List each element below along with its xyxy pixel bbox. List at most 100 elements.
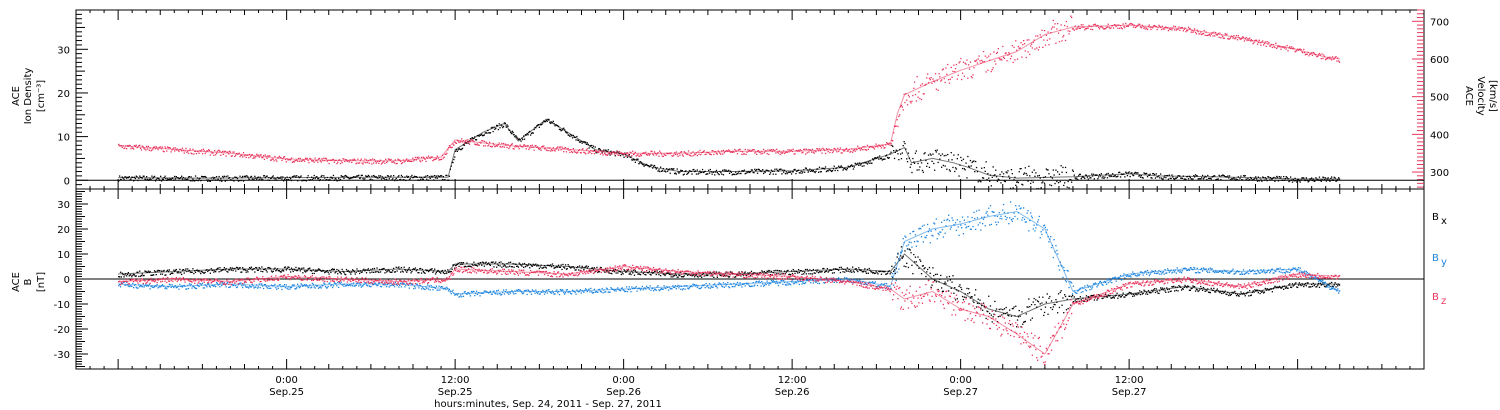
data-point	[563, 127, 565, 129]
data-point	[674, 273, 677, 275]
data-point	[304, 271, 307, 273]
data-point	[478, 144, 480, 146]
data-point	[1321, 283, 1323, 286]
data-point	[162, 178, 164, 180]
data-point	[1305, 177, 1307, 179]
data-point	[365, 159, 368, 161]
data-point	[435, 271, 437, 274]
data-point	[1249, 40, 1252, 42]
data-point	[570, 149, 572, 151]
data-point	[400, 271, 402, 273]
data-point	[131, 276, 133, 278]
data-point	[906, 262, 908, 264]
data-point	[253, 156, 255, 158]
data-point	[168, 283, 170, 285]
data-point	[222, 153, 225, 155]
data-point	[677, 276, 679, 278]
data-point	[1072, 301, 1074, 303]
data-point	[695, 152, 698, 154]
data-point	[1088, 175, 1090, 177]
data-point	[362, 269, 364, 271]
data-point	[194, 270, 196, 272]
data-point	[1300, 49, 1302, 51]
data-point	[175, 268, 177, 271]
data-point	[918, 169, 920, 171]
data-point	[1320, 58, 1322, 60]
data-point	[543, 121, 546, 123]
data-point	[910, 252, 912, 254]
data-point	[698, 172, 700, 174]
data-point	[1310, 178, 1312, 180]
data-point	[546, 149, 548, 152]
data-point	[382, 268, 384, 270]
data-point	[307, 175, 309, 177]
data-point	[765, 272, 767, 274]
data-point	[865, 162, 868, 164]
data-point	[1291, 283, 1294, 285]
data-point	[148, 271, 150, 273]
data-point	[1141, 24, 1143, 26]
data-point	[542, 267, 544, 269]
data-point	[1160, 288, 1163, 291]
data-point	[857, 145, 859, 147]
data-point	[352, 270, 355, 272]
data-point	[930, 286, 932, 288]
data-point	[408, 267, 410, 269]
data-point	[1207, 34, 1209, 37]
data-point	[1162, 289, 1164, 291]
data-point	[713, 171, 715, 173]
data-point	[1089, 177, 1091, 179]
data-point	[578, 139, 580, 142]
data-point	[899, 148, 901, 151]
data-point	[1023, 321, 1026, 323]
data-point	[1077, 27, 1079, 29]
data-point	[302, 272, 304, 274]
data-point	[228, 177, 230, 179]
data-point	[494, 262, 496, 264]
data-point	[370, 159, 372, 161]
data-point	[1049, 295, 1051, 298]
data-point	[779, 273, 781, 275]
data-point	[919, 166, 921, 168]
data-point	[1016, 58, 1019, 60]
data-point	[1003, 308, 1006, 310]
data-point	[1162, 178, 1164, 180]
data-point	[770, 270, 773, 273]
data-point	[1221, 34, 1223, 36]
data-point	[172, 272, 174, 275]
data-point	[212, 269, 214, 271]
data-point	[364, 158, 366, 160]
data-point	[243, 282, 246, 284]
data-point	[578, 269, 580, 271]
series-1	[118, 201, 1341, 298]
data-point	[306, 157, 308, 160]
data-point	[1253, 291, 1255, 293]
data-point	[725, 274, 727, 277]
data-point	[123, 276, 125, 278]
data-point	[1151, 177, 1153, 179]
data-point	[661, 170, 663, 172]
data-point	[441, 175, 443, 177]
data-point	[976, 171, 979, 173]
data-point	[193, 286, 195, 288]
data-point	[133, 287, 135, 289]
data-point	[674, 153, 677, 155]
data-point	[1258, 180, 1260, 182]
data-point	[465, 266, 467, 268]
data-point	[1311, 285, 1314, 288]
data-point	[412, 157, 414, 159]
data-point	[728, 169, 730, 171]
data-point	[253, 287, 255, 289]
data-point	[997, 48, 999, 50]
data-point	[250, 154, 253, 156]
data-point	[1181, 288, 1184, 290]
data-point	[144, 285, 146, 287]
data-point	[735, 150, 738, 152]
data-point	[227, 151, 229, 153]
data-point	[276, 269, 278, 271]
data-point	[1180, 289, 1183, 291]
data-point	[997, 178, 999, 180]
data-point	[493, 266, 495, 268]
data-point	[708, 169, 710, 171]
data-point	[242, 267, 244, 269]
